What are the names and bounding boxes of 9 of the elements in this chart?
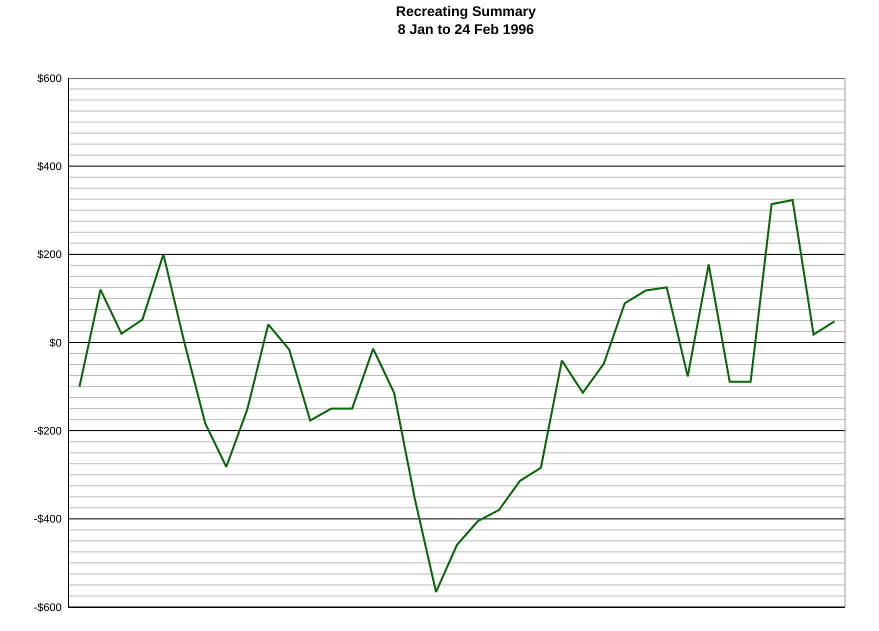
y-tick-label: -$400 bbox=[34, 514, 62, 526]
y-tick-label: -$200 bbox=[34, 426, 62, 438]
y-tick-label: $600 bbox=[37, 72, 62, 85]
chart-title: Recreating Summary 8 Jan to 24 Feb 1996 bbox=[396, 3, 536, 38]
line-series bbox=[78, 199, 836, 594]
y-tick-label: -$600 bbox=[34, 602, 62, 614]
y-tick-label: $0 bbox=[50, 337, 62, 350]
y-tick-label: $200 bbox=[37, 249, 62, 262]
y-tick-label: $400 bbox=[37, 161, 62, 174]
